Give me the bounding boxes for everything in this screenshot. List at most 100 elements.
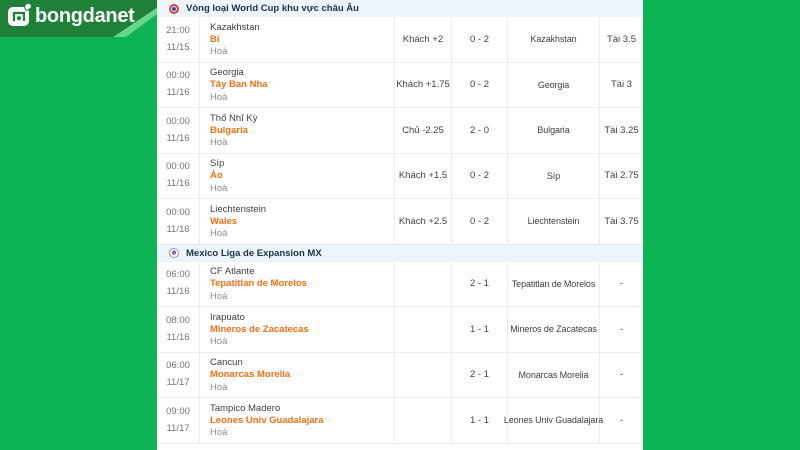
kickoff-time: 00:00 [166,70,190,82]
liga-expansion-mx-icon [169,248,179,258]
score-cell: 2 - 1 [452,261,508,306]
handicap-result-cell: Mineros de Zacatecas [508,307,600,352]
match-row[interactable]: 06:00 11/17 Cancun Monarcas Morelia Hoà 2 - 1… [157,352,643,398]
match-time-cell: 21:00 11/15 [157,17,200,62]
home-team-name: Georgia [210,67,244,78]
home-team-name: Síp [210,158,225,169]
home-team-name: Kazakhstan [210,21,260,33]
score-cell: 2 - 0 [452,108,508,153]
uefa-competition-icon [169,3,179,14]
match-date: 11/16 [166,286,190,298]
results-panel: Vòng loại World Cup khu vực châu Âu 21:00… [157,0,643,450]
total-cell: - [619,278,624,290]
section-title: Vòng loại World Cup khu vực châu Âu [186,3,359,14]
total-cell: Tài 3.25 [604,124,639,136]
handicap-result-cell: Bulgaria [508,108,600,153]
match-time-cell: 08:00 11/16 [157,307,200,352]
bongdanet-logo-icon [8,1,34,26]
handicap-cell: Khách +2 [395,17,452,62]
total-cell: Tài 3.75 [604,215,639,227]
match-row[interactable]: 00:00 11/16 Thổ Nhĩ Kỳ Bulgaria Hoà Chủ -2.25… [157,108,643,154]
teams-cell: Liechtenstein Wales Hoà [200,199,395,244]
away-team-name: Bulgaria [210,124,249,136]
handicap-result-cell: Kazakhstan [508,17,600,62]
draw-label: Hoà [210,290,228,302]
match-date: 11/16 [166,178,190,190]
handicap-cell [395,261,452,306]
match-time-cell: 00:00 11/16 [157,108,200,153]
handicap-cell [395,398,452,443]
teams-cell: Thổ Nhĩ Kỳ Bulgaria Hoà [200,108,395,153]
teams-cell: CF Atlante Tepatitlan de Morelos Hoà [200,261,395,306]
match-row[interactable]: 09:00 11/17 Tampico Madero Leones Univ Guad… [157,398,643,444]
match-time-cell: 06:00 11/16 [157,261,200,306]
kickoff-time: 00:00 [166,115,190,127]
match-date: 11/15 [166,41,190,53]
away-team-name: Tepatitlan de Morelos [210,278,307,290]
handicap-result-cell: Leones Univ Guadalajara [504,398,603,443]
kickoff-time: 00:00 [166,161,190,173]
away-team-name: Áo [210,170,223,182]
score-cell: 0 - 2 [452,153,508,198]
match-row[interactable]: 08:00 11/16 Irapuato Mineros de Zacatecas Ho… [157,307,643,353]
draw-label: Hoà [210,427,228,438]
leaf-icon [22,1,34,11]
total-cell: Tài 3.5 [606,33,637,45]
kickoff-time: 06:00 [166,360,190,372]
match-row[interactable]: 00:00 11/16 Liechtenstein Wales Hoà Khách +2.… [157,199,643,245]
handicap-cell: Khách +2.5 [395,199,452,244]
handicap-result-cell: Tepatitlan de Morelos [508,261,600,306]
section-header[interactable]: Mexico Liga de Expansion MX [157,244,643,262]
draw-label: Hoà [210,228,228,239]
draw-label: Hoà [210,381,228,393]
match-date: 11/16 [166,331,190,343]
match-date: 11/17 [166,377,190,389]
logo-banner[interactable]: bongdanet [0,0,164,37]
home-team-name: Irapuato [210,311,245,323]
draw-label: Hoà [210,182,228,194]
teams-cell: Tampico Madero Leones Univ Guadalajara Hoà [200,398,395,443]
match-time-cell: 00:00 11/16 [157,62,200,107]
handicap-cell: Khách +1.75 [395,62,452,107]
draw-label: Hoà [210,46,228,57]
score-cell: 2 - 1 [452,352,508,397]
match-time-cell: 00:00 11/16 [157,153,200,198]
handicap-result-cell: Georgia [508,62,600,107]
match-date: 11/16 [166,223,190,235]
score-cell: 0 - 2 [452,199,508,244]
kickoff-time: 00:00 [166,206,190,218]
match-row[interactable]: 21:00 11/15 Kazakhstan Bỉ Hoà Khách +2 0 - 2 Ka… [157,17,643,63]
teams-cell: Irapuato Mineros de Zacatecas Hoà [200,307,395,352]
match-row[interactable]: 00:00 11/16 Georgia Tây Ban Nha Hoà Khách +1.… [157,62,643,108]
home-team-name: Cancun [210,357,243,368]
home-team-name: Thổ Nhĩ Kỳ [210,112,258,124]
total-cell: Tài 2.75 [604,170,639,182]
score-cell: 1 - 1 [452,398,508,443]
handicap-cell: Chủ -2.25 [395,108,452,153]
total-cell: - [619,414,624,426]
section-header[interactable]: Vòng loại World Cup khu vực châu Âu [157,0,643,17]
score-cell: 1 - 1 [452,307,508,352]
home-team-name: Tampico Madero [210,402,281,414]
match-row[interactable]: 06:00 11/16 CF Atlante Tepatitlan de Morelo… [157,261,643,307]
home-team-name: Liechtenstein [210,203,266,215]
handicap-result-cell: Liechtenstein [508,199,600,244]
match-time-cell: 09:00 11/17 [157,398,200,443]
teams-cell: Cancun Monarcas Morelia Hoà [200,352,395,397]
handicap-result-cell: Monarcas Morelia [508,352,600,397]
teams-cell: Síp Áo Hoà [200,153,395,198]
draw-label: Hoà [210,137,228,148]
match-row[interactable]: 00:00 11/16 Síp Áo Hoà Khách +1.5 0 - 2 Síp Tài … [157,153,643,199]
teams-cell: Kazakhstan Bỉ Hoà [200,17,395,62]
kickoff-time: 21:00 [166,24,190,36]
away-team-name: Leones Univ Guadalajara [210,414,324,426]
score-cell: 0 - 2 [452,17,508,62]
match-date: 11/16 [166,132,190,144]
total-cell: Tài 3 [610,79,633,91]
draw-label: Hoà [210,91,228,103]
away-team-name: Bỉ [210,33,220,45]
away-team-name: Wales [210,215,238,227]
draw-label: Hoà [210,336,228,347]
total-cell: - [619,369,624,381]
